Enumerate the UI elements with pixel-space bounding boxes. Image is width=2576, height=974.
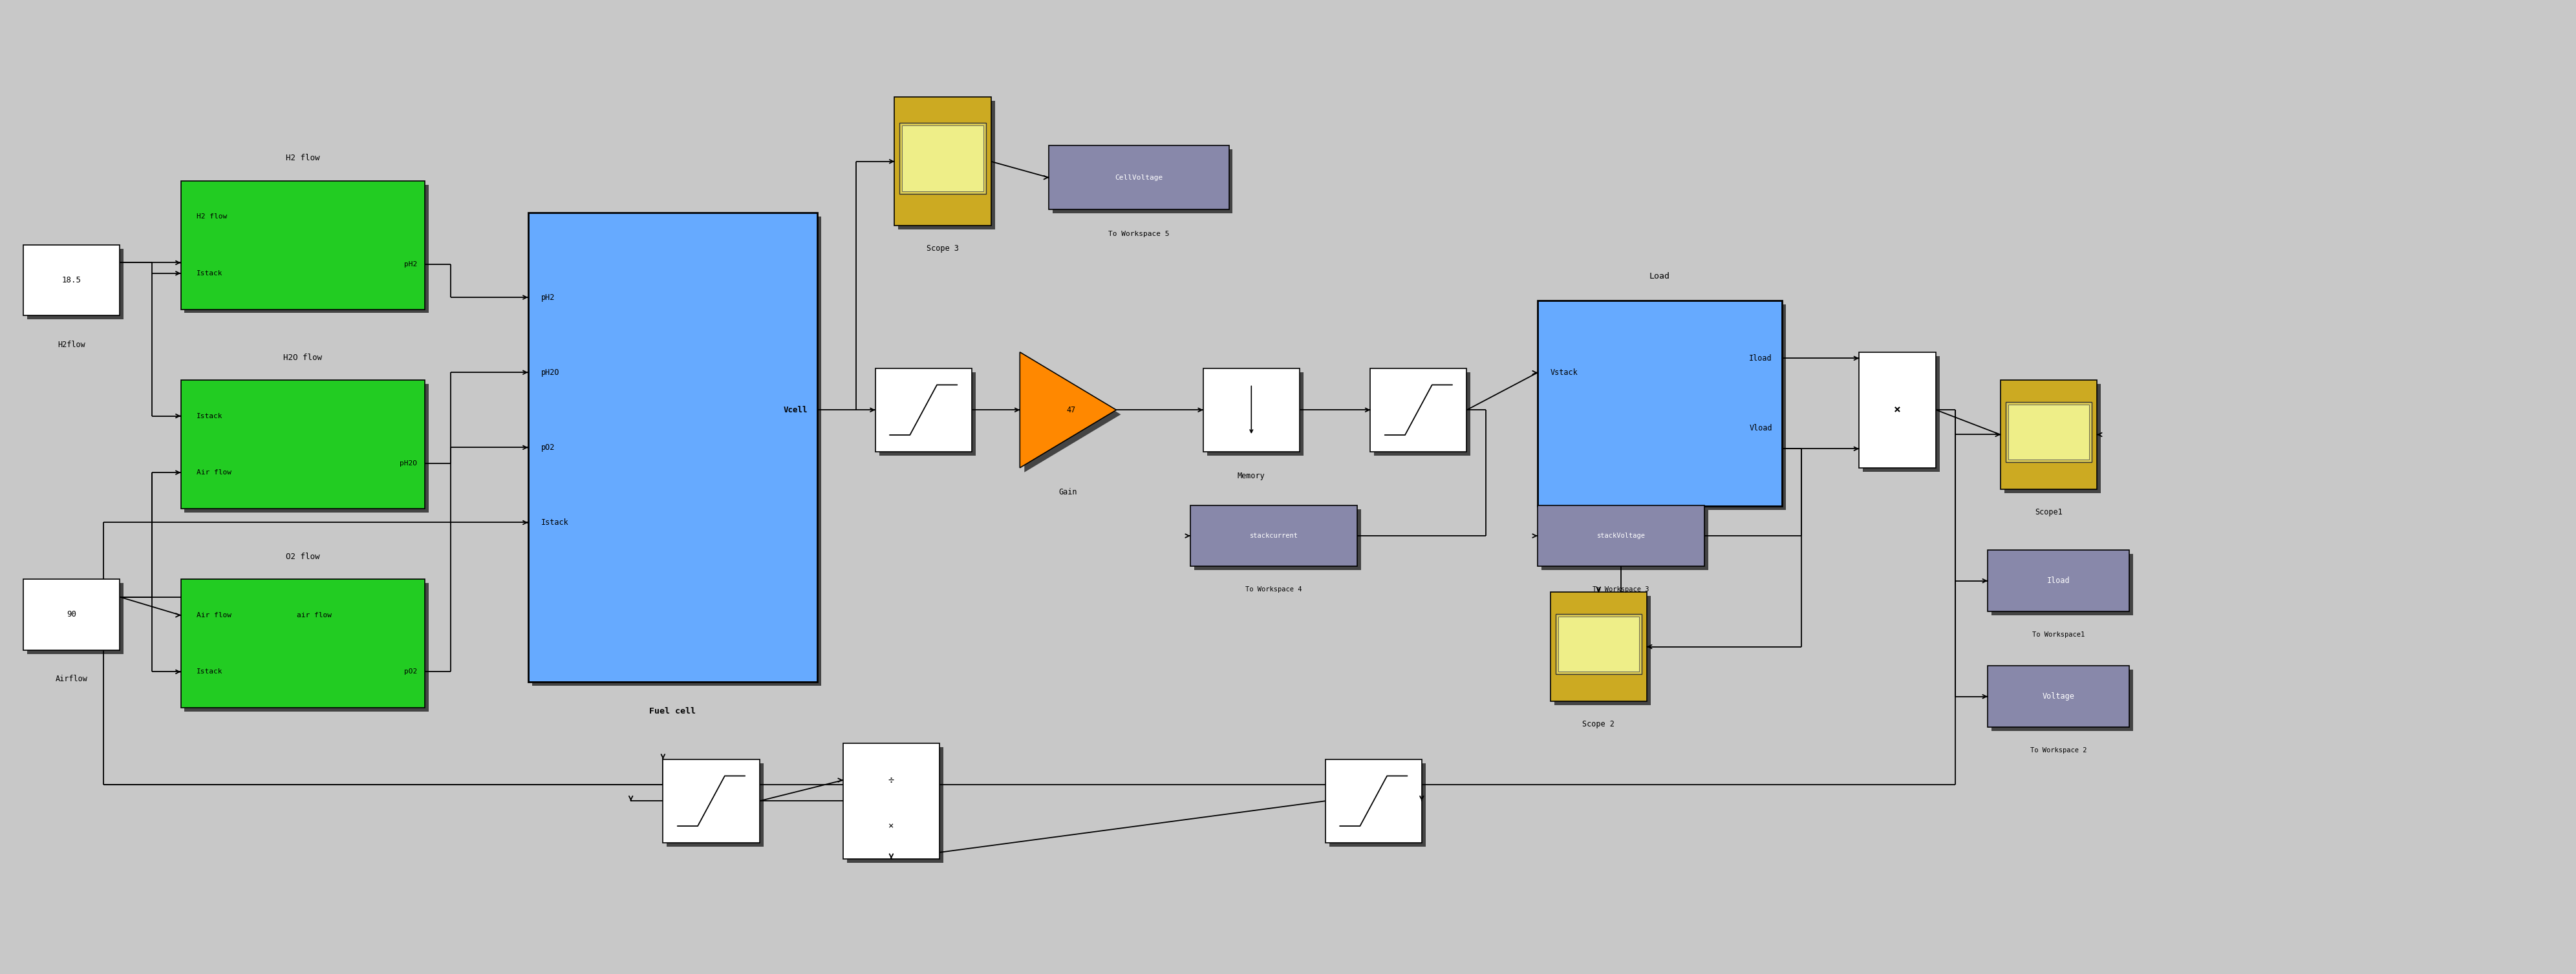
Polygon shape — [1025, 356, 1121, 472]
Polygon shape — [1020, 352, 1115, 468]
FancyBboxPatch shape — [2009, 404, 2089, 460]
Text: pH2: pH2 — [541, 293, 554, 302]
FancyBboxPatch shape — [531, 217, 822, 686]
Text: 18.5: 18.5 — [62, 277, 80, 284]
Text: stackcurrent: stackcurrent — [1249, 533, 1298, 539]
FancyBboxPatch shape — [2004, 384, 2102, 493]
FancyBboxPatch shape — [1558, 617, 1638, 671]
FancyBboxPatch shape — [1054, 149, 1234, 213]
Text: ×: × — [1893, 404, 1901, 416]
FancyBboxPatch shape — [1989, 550, 2128, 612]
FancyBboxPatch shape — [23, 580, 118, 650]
Text: Memory: Memory — [1236, 472, 1265, 480]
FancyBboxPatch shape — [1208, 372, 1303, 456]
Text: Iload: Iload — [2048, 577, 2071, 585]
Text: To Workspace 2: To Workspace 2 — [2030, 747, 2087, 754]
FancyBboxPatch shape — [1190, 506, 1358, 566]
Text: Istack: Istack — [196, 413, 224, 419]
FancyBboxPatch shape — [1991, 554, 2133, 616]
Text: To Workspace1: To Workspace1 — [2032, 631, 2084, 638]
FancyBboxPatch shape — [1540, 509, 1708, 570]
Text: Istack: Istack — [196, 270, 224, 277]
Text: pH2O: pH2O — [399, 461, 417, 467]
FancyBboxPatch shape — [1540, 305, 1785, 510]
FancyBboxPatch shape — [1862, 356, 1940, 471]
Text: To Workspace 4: To Workspace 4 — [1247, 586, 1301, 593]
Text: CellVoltage: CellVoltage — [1115, 174, 1162, 181]
FancyBboxPatch shape — [185, 384, 430, 512]
FancyBboxPatch shape — [667, 763, 762, 846]
FancyBboxPatch shape — [662, 759, 760, 843]
FancyBboxPatch shape — [1373, 372, 1471, 456]
FancyBboxPatch shape — [894, 97, 992, 226]
Text: H2 flow: H2 flow — [196, 213, 227, 220]
Text: To Workspace 3: To Workspace 3 — [1592, 586, 1649, 593]
Text: H2 flow: H2 flow — [286, 154, 319, 163]
FancyBboxPatch shape — [1538, 506, 1705, 566]
FancyBboxPatch shape — [28, 583, 124, 654]
FancyBboxPatch shape — [1551, 592, 1646, 701]
Text: Airflow: Airflow — [54, 675, 88, 683]
FancyBboxPatch shape — [1991, 670, 2133, 730]
FancyBboxPatch shape — [1324, 759, 1422, 843]
FancyBboxPatch shape — [23, 245, 118, 316]
FancyBboxPatch shape — [1195, 509, 1360, 570]
FancyBboxPatch shape — [1989, 666, 2128, 727]
FancyBboxPatch shape — [899, 101, 994, 230]
Text: Istack: Istack — [196, 668, 224, 675]
Text: Voltage: Voltage — [2043, 693, 2074, 700]
FancyBboxPatch shape — [180, 580, 425, 708]
Text: stackVoltage: stackVoltage — [1597, 533, 1646, 539]
Text: H2flow: H2flow — [57, 341, 85, 349]
Text: Load: Load — [1649, 272, 1669, 281]
Text: air flow: air flow — [296, 612, 332, 618]
Text: O2 flow: O2 flow — [286, 552, 319, 561]
Text: Vcell: Vcell — [783, 406, 809, 414]
Text: Fuel cell: Fuel cell — [649, 707, 696, 715]
FancyBboxPatch shape — [1370, 368, 1466, 452]
Text: Scope 3: Scope 3 — [927, 244, 958, 252]
FancyBboxPatch shape — [842, 743, 940, 859]
Text: Scope 2: Scope 2 — [1582, 721, 1615, 729]
FancyBboxPatch shape — [876, 368, 971, 452]
FancyBboxPatch shape — [2007, 402, 2092, 462]
Text: Vload: Vload — [1749, 424, 1772, 432]
Text: Gain: Gain — [1059, 488, 1077, 497]
Text: ×: × — [889, 822, 894, 831]
FancyBboxPatch shape — [1556, 614, 1641, 674]
Text: Istack: Istack — [541, 518, 569, 527]
FancyBboxPatch shape — [185, 185, 430, 313]
Text: Iload: Iload — [1749, 355, 1772, 362]
FancyBboxPatch shape — [2002, 380, 2097, 489]
Text: Vstack: Vstack — [1551, 368, 1579, 377]
FancyBboxPatch shape — [1538, 301, 1783, 506]
FancyBboxPatch shape — [878, 372, 976, 456]
FancyBboxPatch shape — [1329, 763, 1425, 846]
Text: 90: 90 — [67, 611, 77, 618]
FancyBboxPatch shape — [1553, 596, 1651, 705]
FancyBboxPatch shape — [902, 126, 984, 191]
FancyBboxPatch shape — [528, 213, 817, 682]
FancyBboxPatch shape — [28, 249, 124, 319]
Text: To Workspace 5: To Workspace 5 — [1108, 231, 1170, 238]
FancyBboxPatch shape — [848, 747, 943, 863]
Text: pH2O: pH2O — [541, 368, 559, 377]
Text: 47: 47 — [1066, 406, 1077, 414]
Text: H2O flow: H2O flow — [283, 354, 322, 361]
FancyBboxPatch shape — [180, 380, 425, 508]
Text: pH2: pH2 — [404, 261, 417, 268]
FancyBboxPatch shape — [1860, 352, 1937, 468]
Text: Air flow: Air flow — [196, 612, 232, 618]
Text: pO2: pO2 — [541, 443, 554, 452]
FancyBboxPatch shape — [1203, 368, 1298, 452]
FancyBboxPatch shape — [185, 583, 430, 712]
Text: pO2: pO2 — [404, 668, 417, 675]
FancyBboxPatch shape — [180, 181, 425, 310]
FancyBboxPatch shape — [1048, 145, 1229, 209]
Text: Scope1: Scope1 — [2035, 508, 2063, 516]
Text: Air flow: Air flow — [196, 469, 232, 475]
Text: ÷: ÷ — [889, 775, 894, 785]
FancyBboxPatch shape — [899, 123, 987, 194]
